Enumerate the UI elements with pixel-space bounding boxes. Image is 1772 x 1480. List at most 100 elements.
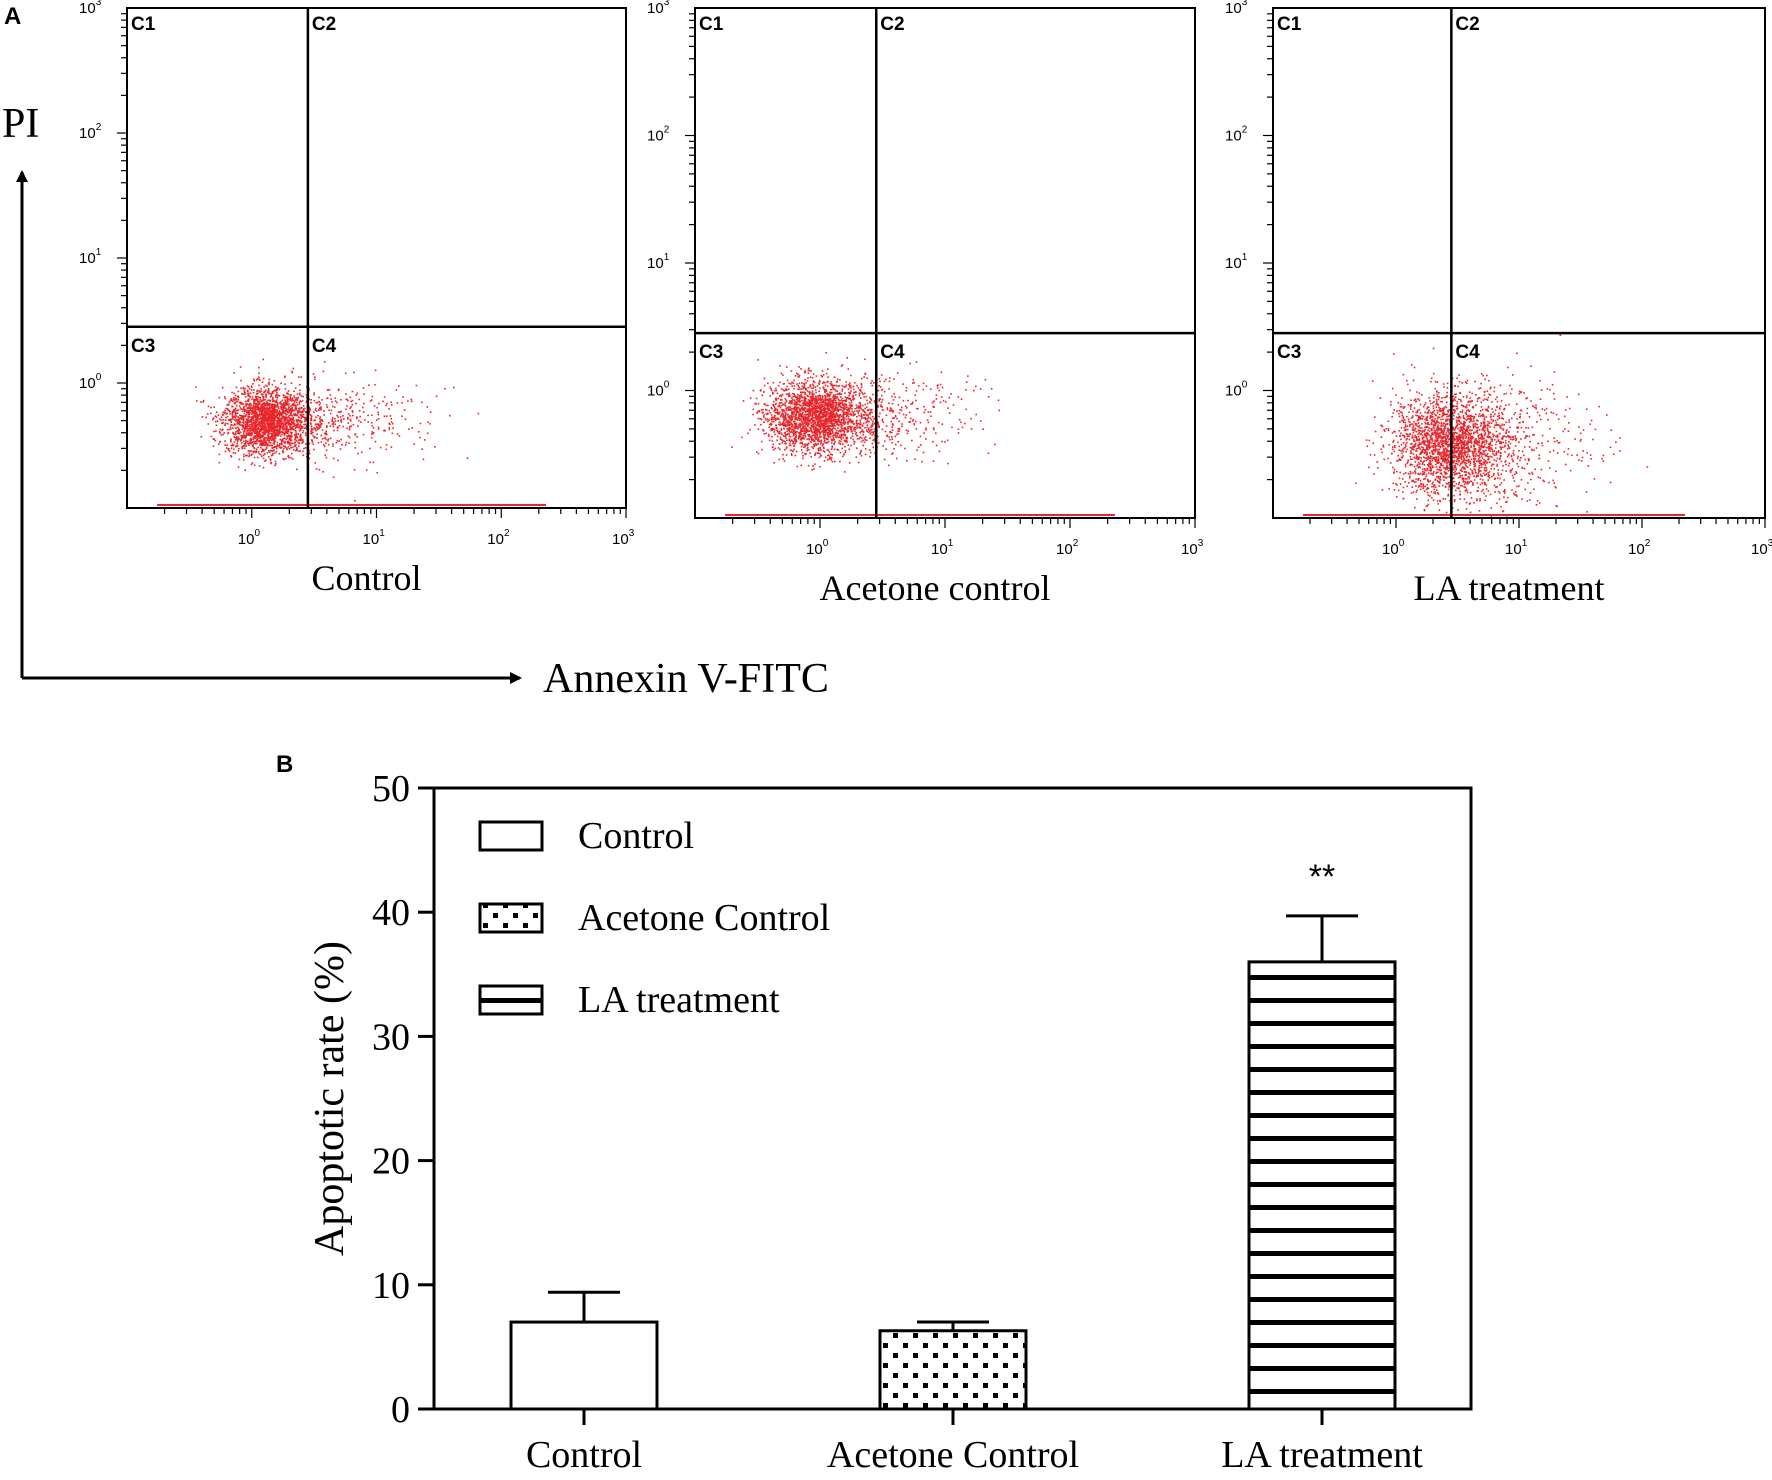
flow-dot xyxy=(800,393,802,396)
flow-dot xyxy=(817,414,820,416)
flow-dot xyxy=(869,408,871,411)
flow-dot xyxy=(279,402,281,404)
flow-dot xyxy=(825,420,827,422)
flow-dot xyxy=(258,402,261,405)
flow-dot xyxy=(812,426,814,429)
flow-dot xyxy=(812,397,815,400)
flow-dot xyxy=(337,420,339,422)
pi-axis-title: PI xyxy=(2,101,39,147)
flow-dot xyxy=(218,396,221,399)
flow-dot xyxy=(857,461,860,464)
flow-dot xyxy=(248,428,250,430)
flow-dot xyxy=(816,415,819,418)
flow-dot xyxy=(274,437,277,440)
flow-dot xyxy=(793,426,795,428)
flow-dot xyxy=(836,396,838,398)
flow-dot xyxy=(270,454,273,457)
flow-dot xyxy=(754,402,756,405)
flow-dot xyxy=(878,398,881,400)
flow-dot xyxy=(292,425,294,428)
flow-dot xyxy=(429,423,431,425)
flow-dot xyxy=(817,396,819,398)
flow-dot xyxy=(794,427,796,430)
flow-dot xyxy=(825,421,827,423)
flow-dot xyxy=(284,395,287,398)
flow-dot xyxy=(228,419,230,421)
flow-dot xyxy=(259,442,262,445)
flow-dot xyxy=(227,403,230,405)
flow-dot xyxy=(262,449,265,451)
flow-dot xyxy=(280,443,282,445)
flow-dot xyxy=(777,412,780,414)
flow-dot xyxy=(311,441,314,444)
flow-dot xyxy=(804,378,806,381)
flow-dot xyxy=(291,442,293,445)
flow-dot xyxy=(840,419,842,422)
flow-dot xyxy=(304,420,306,423)
flow-dot xyxy=(809,410,812,412)
flow-dot xyxy=(265,443,268,445)
flow-dot xyxy=(319,421,321,424)
flow-dot xyxy=(233,436,235,438)
flow-dot xyxy=(795,436,797,438)
flow-dot xyxy=(321,438,324,440)
flow-dot xyxy=(840,438,843,440)
flow-dot xyxy=(274,426,276,428)
flow-dot xyxy=(857,426,860,428)
flow-dot xyxy=(305,425,308,427)
flow-dot xyxy=(802,404,805,406)
flow-dot xyxy=(332,443,334,445)
flow-dot xyxy=(278,415,281,418)
flow-dot xyxy=(845,439,847,442)
flow-dot xyxy=(807,446,809,449)
flow-dot xyxy=(231,400,234,403)
flow-dot xyxy=(937,421,940,424)
flow-dot xyxy=(782,453,784,456)
flow-dot xyxy=(865,395,868,398)
flow-dot xyxy=(776,392,779,395)
flow-dot xyxy=(814,437,816,440)
flow-dot xyxy=(267,456,270,458)
flow-dot xyxy=(877,421,879,424)
flow-dot xyxy=(236,436,238,438)
flow-dot xyxy=(251,462,254,464)
flow-dot xyxy=(259,429,261,431)
flow-dot xyxy=(224,444,226,446)
flow-dot xyxy=(252,405,255,407)
flow-dot xyxy=(305,443,307,445)
flow-dot xyxy=(265,410,268,413)
flow-dot xyxy=(838,392,841,394)
flow-dot xyxy=(841,447,843,450)
flow-dot xyxy=(300,411,302,413)
flow-dot xyxy=(303,447,305,450)
flow-dot xyxy=(237,450,240,452)
flow-dot xyxy=(261,448,264,451)
flow-dot xyxy=(245,439,247,442)
flow-dot xyxy=(248,421,251,423)
flow-dot xyxy=(241,436,243,438)
flow-dot xyxy=(234,411,237,413)
flow-dot xyxy=(799,413,801,416)
flow-dot xyxy=(922,451,925,454)
flow-dot xyxy=(780,395,783,398)
flow-dot xyxy=(266,403,269,405)
flow-dot xyxy=(864,403,867,406)
flow-dot xyxy=(302,431,304,434)
flow-dot xyxy=(396,433,399,435)
flow-dot xyxy=(419,422,422,425)
flow-dot xyxy=(769,422,772,425)
flow-dot xyxy=(805,429,808,432)
flow-dot xyxy=(813,422,815,424)
flow-dot xyxy=(785,454,788,456)
flow-dot xyxy=(859,426,861,428)
flow-dot xyxy=(285,447,288,449)
flow-dot xyxy=(232,410,235,412)
flow-dot xyxy=(789,423,792,426)
flow-dot xyxy=(336,429,339,432)
flow-dot xyxy=(791,385,793,387)
flow-dot xyxy=(260,410,262,412)
flow-dot xyxy=(797,416,800,419)
flow-dot xyxy=(253,419,255,422)
flow-dot xyxy=(260,421,263,424)
flow-dot xyxy=(762,408,764,411)
